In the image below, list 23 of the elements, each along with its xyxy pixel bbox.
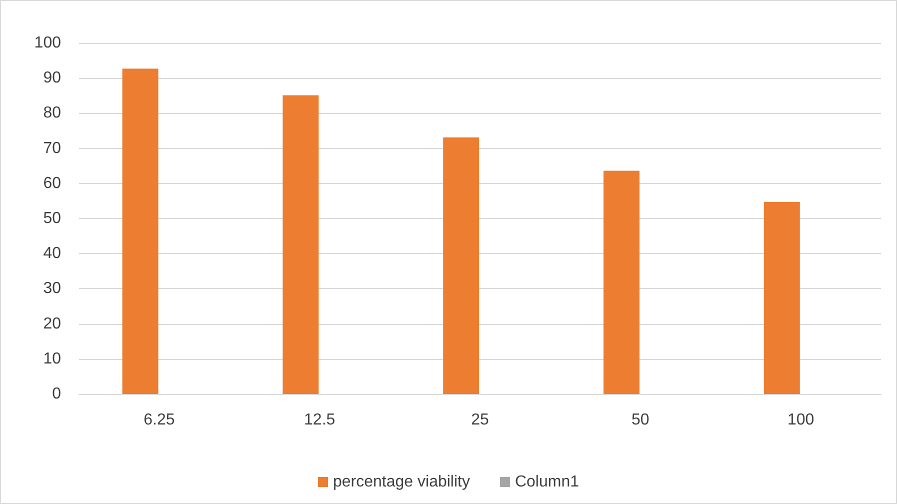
y-tick-label: 60 bbox=[43, 174, 62, 192]
y-tick-label: 70 bbox=[43, 140, 62, 157]
y-tick-label: 30 bbox=[43, 280, 62, 298]
y-tick-label: 40 bbox=[43, 245, 62, 262]
y-tick-label: 20 bbox=[43, 315, 62, 332]
y-tick-label: 10 bbox=[43, 350, 62, 368]
x-tick-label: 12.5 bbox=[304, 412, 336, 428]
y-tick-label: 50 bbox=[43, 210, 62, 227]
y-tick-label: 90 bbox=[43, 70, 62, 87]
y-tick-label: 0 bbox=[52, 386, 62, 402]
legend-label: Column1 bbox=[514, 474, 580, 490]
bar bbox=[282, 95, 319, 394]
bar bbox=[764, 202, 800, 394]
bar bbox=[443, 137, 480, 394]
y-tick-label: 100 bbox=[34, 34, 62, 52]
y-tick-label: 80 bbox=[43, 104, 62, 122]
bar bbox=[122, 68, 158, 394]
x-tick-label: 25 bbox=[471, 412, 489, 428]
x-tick-label: 100 bbox=[787, 412, 814, 428]
x-tick-label: 6.25 bbox=[144, 412, 175, 428]
x-tick-label: 50 bbox=[632, 412, 650, 428]
legend-label: percentage viability bbox=[333, 474, 470, 490]
bar bbox=[604, 170, 640, 394]
